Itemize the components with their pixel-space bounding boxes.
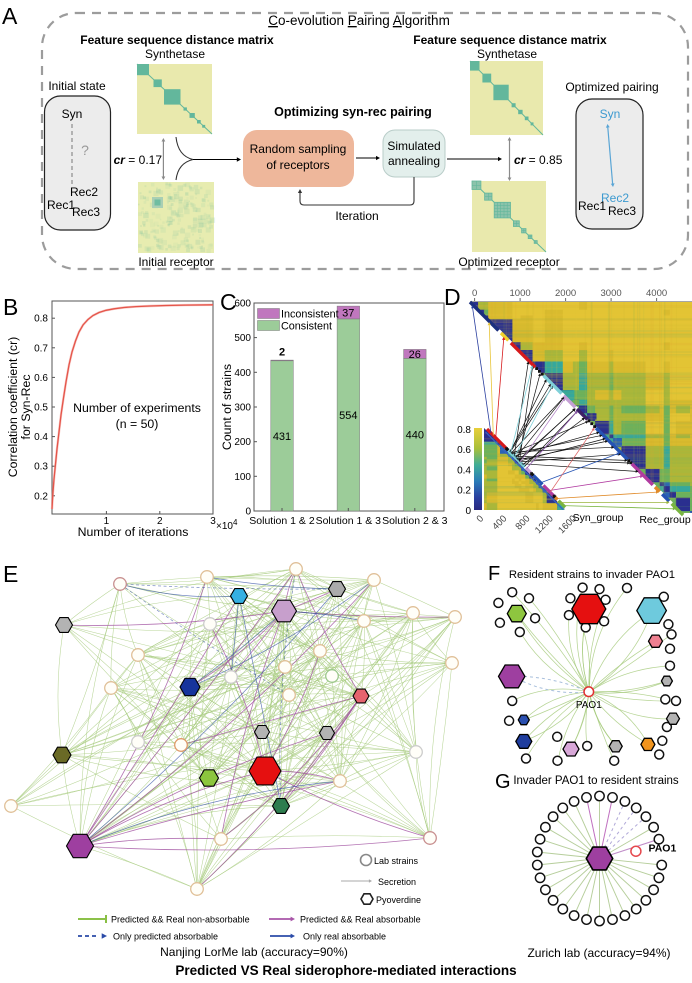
svg-text:Iteration: Iteration xyxy=(335,209,378,223)
svg-text:440: 440 xyxy=(406,430,424,442)
svg-text:PAO1: PAO1 xyxy=(576,700,602,711)
svg-text:Count of strains: Count of strains xyxy=(220,364,234,450)
svg-text:Feature sequence distance matr: Feature sequence distance matrix xyxy=(80,33,274,47)
svg-text:0.8: 0.8 xyxy=(457,425,471,436)
svg-text:Rec1: Rec1 xyxy=(47,198,75,212)
svg-text:Solution 1 & 3: Solution 1 & 3 xyxy=(316,515,382,527)
svg-text:F: F xyxy=(488,563,500,585)
svg-text:0.4: 0.4 xyxy=(457,465,471,476)
svg-text:0: 0 xyxy=(472,288,477,299)
svg-text:400: 400 xyxy=(490,513,509,532)
svg-text:Nanjing LorMe lab (accuracy=90: Nanjing LorMe lab (accuracy=90%) xyxy=(160,945,348,959)
svg-text:Number of iterations: Number of iterations xyxy=(78,525,189,539)
svg-text:0.4: 0.4 xyxy=(34,432,48,443)
svg-text:37: 37 xyxy=(342,308,354,320)
svg-text:0.2: 0.2 xyxy=(34,491,48,502)
svg-text:Rec3: Rec3 xyxy=(608,204,636,218)
svg-text:0.7: 0.7 xyxy=(34,343,48,354)
svg-text:Consistent: Consistent xyxy=(281,321,332,333)
svg-text:2000: 2000 xyxy=(555,288,576,299)
svg-text:0.8: 0.8 xyxy=(34,314,48,325)
svg-text:Optimizing syn-rec pairing: Optimizing syn-rec pairing xyxy=(274,105,432,119)
svg-text:3000: 3000 xyxy=(601,288,622,299)
svg-text:Synthetase: Synthetase xyxy=(477,47,537,61)
svg-text:1200: 1200 xyxy=(533,513,556,536)
svg-text:0.3: 0.3 xyxy=(34,462,48,473)
svg-text:1000: 1000 xyxy=(510,288,531,299)
svg-text:0.2: 0.2 xyxy=(457,486,471,497)
svg-text:0: 0 xyxy=(245,507,251,518)
svg-text:Lab strains: Lab strains xyxy=(374,856,419,866)
svg-text:100: 100 xyxy=(234,472,251,483)
svg-text:Co-evolution Pairing Algorithm: Co-evolution Pairing Algorithm xyxy=(268,13,450,28)
svg-text:2: 2 xyxy=(279,347,285,359)
svg-text:E: E xyxy=(3,561,18,587)
svg-text:Syn_group: Syn_group xyxy=(573,512,624,524)
svg-text:Rec1: Rec1 xyxy=(578,199,606,213)
svg-text:Inconsistent: Inconsistent xyxy=(281,309,339,321)
svg-text:Synthetase: Synthetase xyxy=(145,47,205,61)
svg-text:Only real absorbable: Only real absorbable xyxy=(303,932,386,942)
svg-text:4000: 4000 xyxy=(646,288,667,299)
svg-text:300: 300 xyxy=(234,403,251,414)
svg-text:Rec3: Rec3 xyxy=(72,205,100,219)
svg-text:600: 600 xyxy=(234,299,251,310)
svg-text:Rec_group: Rec_group xyxy=(639,514,691,526)
svg-text:26: 26 xyxy=(409,349,421,361)
svg-text:554: 554 xyxy=(339,410,357,422)
svg-text:of receptors: of receptors xyxy=(266,158,329,172)
svg-text:200: 200 xyxy=(234,437,251,448)
svg-text:0: 0 xyxy=(475,513,487,525)
svg-text:0.5: 0.5 xyxy=(34,403,48,414)
svg-text:?: ? xyxy=(81,142,89,158)
svg-text:0.6: 0.6 xyxy=(457,445,471,456)
svg-text:Pyoverdine: Pyoverdine xyxy=(376,895,421,905)
svg-text:Initial receptor: Initial receptor xyxy=(138,255,213,269)
svg-text:Rec2: Rec2 xyxy=(70,185,98,199)
svg-text:G: G xyxy=(495,771,511,793)
svg-text:500: 500 xyxy=(234,333,251,344)
svg-text:Correlation coefficient (cr): Correlation coefficient (cr) xyxy=(6,337,20,478)
svg-text:Predicted && Real non-absorbab: Predicted && Real non-absorbable xyxy=(111,915,250,925)
svg-text:Number of experiments: Number of experiments xyxy=(73,401,201,415)
svg-text:×104: ×104 xyxy=(216,518,238,532)
svg-text:Syn: Syn xyxy=(62,107,83,121)
svg-text:400: 400 xyxy=(234,368,251,379)
svg-text:C: C xyxy=(220,289,237,315)
svg-text:Simulated: Simulated xyxy=(387,139,440,153)
svg-text:Initial state: Initial state xyxy=(48,79,106,93)
svg-text:Optimized pairing: Optimized pairing xyxy=(565,80,658,94)
svg-text:annealing: annealing xyxy=(388,154,440,168)
svg-text:1: 1 xyxy=(104,516,110,527)
svg-text:Invader PAO1 to resident strai: Invader PAO1 to resident strains xyxy=(513,775,679,787)
svg-text:Random sampling: Random sampling xyxy=(250,142,347,156)
svg-text:Optimized receptor: Optimized receptor xyxy=(458,255,559,269)
svg-text:0.6: 0.6 xyxy=(34,373,48,384)
svg-text:cr = 0.85: cr = 0.85 xyxy=(514,153,563,167)
svg-text:Solution 2 & 3: Solution 2 & 3 xyxy=(382,515,448,527)
svg-text:Zurich lab (accuracy=94%): Zurich lab (accuracy=94%) xyxy=(527,946,670,960)
svg-text:A: A xyxy=(2,3,18,29)
svg-text:(n = 50): (n = 50) xyxy=(116,417,159,431)
svg-text:3: 3 xyxy=(210,516,216,527)
svg-text:Solution 1 & 2: Solution 1 & 2 xyxy=(249,515,315,527)
svg-text:B: B xyxy=(3,294,18,320)
svg-text:Secretion: Secretion xyxy=(378,877,416,887)
svg-text:Resident strains to invader PA: Resident strains to invader PAO1 xyxy=(509,569,675,581)
svg-text:2: 2 xyxy=(157,516,163,527)
svg-text:Only predicted absorbable: Only predicted absorbable xyxy=(113,932,218,942)
svg-text:PAO1: PAO1 xyxy=(649,843,677,855)
svg-text:Predicted VS Real siderophore-: Predicted VS Real siderophore-mediated i… xyxy=(175,963,516,978)
svg-text:Syn: Syn xyxy=(600,107,621,121)
svg-text:cr = 0.17: cr = 0.17 xyxy=(114,153,163,167)
svg-text:Predicted && Real absorbable: Predicted && Real absorbable xyxy=(300,915,421,925)
svg-text:431: 431 xyxy=(273,431,291,443)
svg-text:D: D xyxy=(444,284,461,310)
svg-text:Feature sequence distance matr: Feature sequence distance matrix xyxy=(413,33,607,47)
svg-text:Rec2: Rec2 xyxy=(601,191,629,205)
svg-text:0: 0 xyxy=(465,506,471,517)
svg-text:800: 800 xyxy=(514,513,533,532)
svg-text:for Syn-Rec: for Syn-Rec xyxy=(19,375,33,440)
